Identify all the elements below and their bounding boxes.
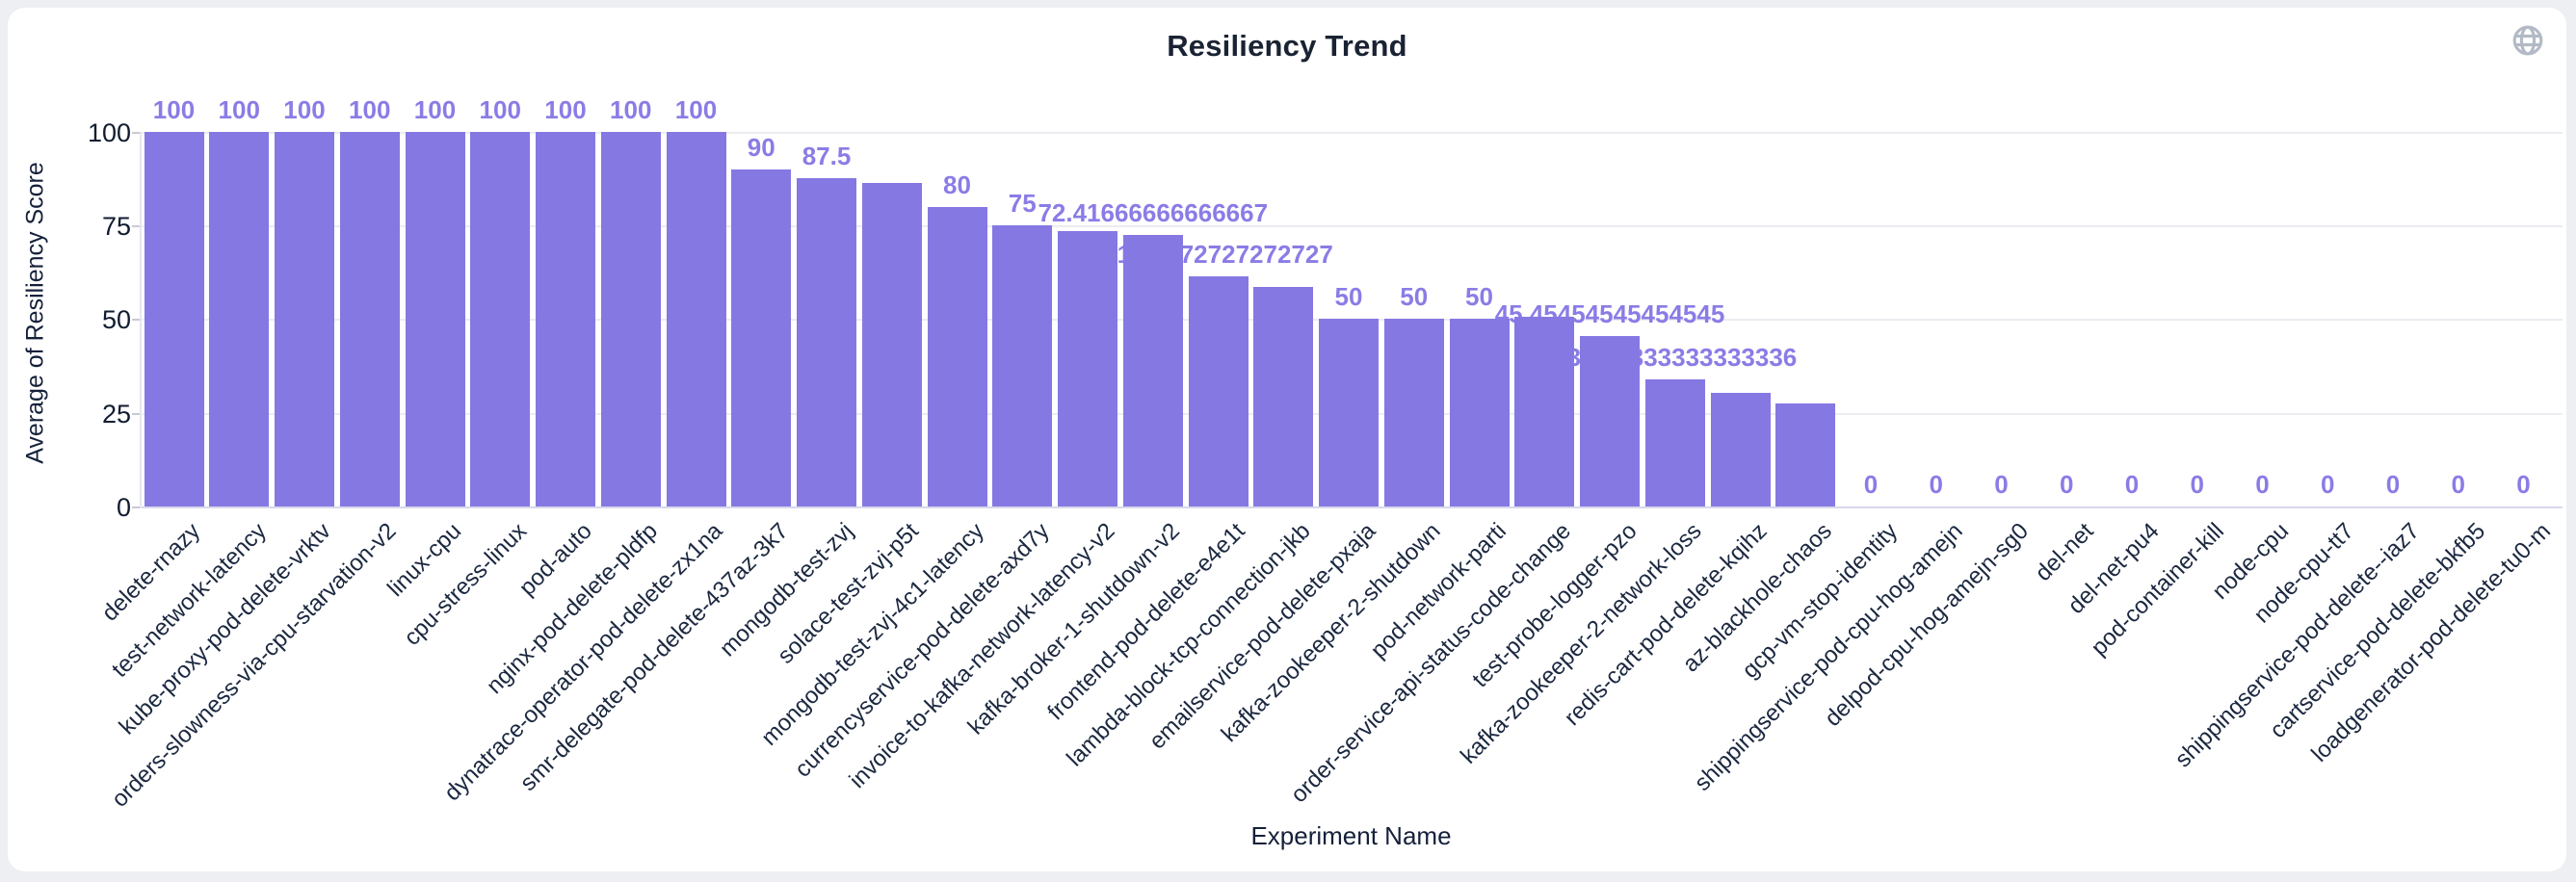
bar[interactable]: [275, 132, 334, 506]
bar-value-label: 100: [544, 95, 587, 124]
bar-value-label: 0: [2451, 470, 2465, 499]
bar-value-label: 100: [283, 95, 326, 124]
bar[interactable]: [992, 225, 1053, 506]
bar[interactable]: [1058, 231, 1117, 506]
bar[interactable]: [1775, 403, 1836, 506]
bar-value-label: 0: [1994, 470, 2009, 499]
gridline: [140, 131, 2563, 134]
bar-value-label: 90: [747, 133, 775, 162]
bar[interactable]: [1188, 276, 1249, 506]
bar[interactable]: [1383, 319, 1444, 506]
bar[interactable]: [1253, 287, 1314, 506]
y-axis-tick-label: 100: [87, 117, 131, 147]
bar[interactable]: [1644, 379, 1705, 506]
bar-value-label: 100: [610, 95, 652, 124]
bar-value-label: 50: [1400, 282, 1429, 311]
chart-title: Resiliency Trend: [1167, 29, 1407, 63]
y-axis-tick: [132, 319, 140, 322]
bar[interactable]: [1580, 336, 1640, 506]
bar[interactable]: [144, 132, 204, 506]
bar[interactable]: [861, 183, 922, 506]
bar[interactable]: [666, 132, 726, 506]
bar-value-label: 0: [2516, 470, 2531, 499]
bar-value-label: 100: [479, 95, 521, 124]
bar-value-label: 100: [349, 95, 391, 124]
x-axis-label: kafka-zookeeper-2-network-loss: [1456, 518, 1707, 769]
y-axis-title: Average of Resiliency Score: [21, 162, 49, 464]
bar-value-label: 0: [1929, 470, 1943, 499]
bar[interactable]: [405, 132, 465, 506]
x-axis-line: [140, 506, 2563, 508]
bar-value-label: 0: [2321, 470, 2335, 499]
y-axis-tick-label: 50: [101, 305, 131, 335]
bar[interactable]: [1122, 235, 1183, 506]
x-axis-title: Experiment Name: [1250, 821, 1452, 850]
bar-value-label: 87.5: [802, 142, 852, 170]
y-axis-tick-label: 75: [101, 212, 131, 241]
bar-value-label: 0: [2060, 470, 2074, 499]
y-axis-tick-label: 0: [116, 493, 131, 522]
bar-chart: 0 25 50 75 100 100 delete-rnazy 100 test-network…: [8, 8, 2566, 871]
bar[interactable]: [1449, 319, 1510, 506]
bar-value-label: 100: [152, 95, 196, 124]
bar[interactable]: [797, 178, 856, 506]
bar[interactable]: [536, 132, 595, 506]
bar[interactable]: [209, 132, 270, 506]
y-axis-tick: [132, 506, 140, 508]
bar-value-label: 80: [943, 170, 971, 199]
bar-value-label: 0: [2190, 470, 2204, 499]
y-axis-tick: [132, 412, 140, 415]
bar-value-label: 0: [2124, 470, 2140, 499]
gridline: [140, 225, 2563, 227]
bar-value-label: 100: [218, 95, 260, 124]
bar[interactable]: [1514, 317, 1575, 506]
bar[interactable]: [1319, 319, 1379, 506]
bar-value-label: 72.41666666666667: [1038, 198, 1269, 227]
bar-value-label: 100: [674, 95, 718, 124]
bar[interactable]: [339, 132, 400, 506]
bar[interactable]: [470, 132, 531, 506]
bar-value-label: 50: [1465, 282, 1493, 311]
bar-value-label: 75: [1008, 189, 1037, 218]
y-axis-line: [140, 131, 142, 508]
bar[interactable]: [1710, 393, 1771, 506]
bar[interactable]: [927, 207, 987, 506]
y-axis-tick: [132, 225, 140, 227]
x-axis-label: loadgenerator-pod-delete-tu0-m: [2305, 518, 2556, 767]
bar[interactable]: [600, 132, 661, 506]
bar-value-label: 0: [2385, 470, 2401, 499]
globe-icon[interactable]: [2510, 23, 2545, 58]
y-axis-tick: [132, 131, 140, 134]
bar-value-label: 0: [2255, 470, 2270, 499]
bar-value-label: 50: [1334, 282, 1363, 311]
bar-value-label: 100: [413, 95, 457, 124]
chart-card: Resiliency Trend 0 25 50 75 100 100 delete-rna…: [8, 8, 2566, 871]
bar[interactable]: [731, 169, 792, 506]
bar-value-label: 0: [1863, 470, 1879, 499]
y-axis-tick-label: 25: [101, 399, 131, 428]
